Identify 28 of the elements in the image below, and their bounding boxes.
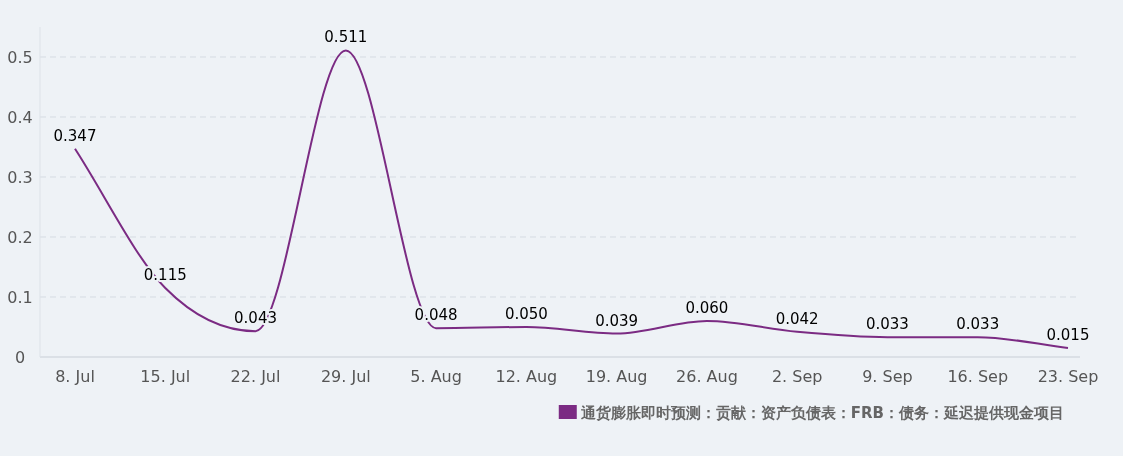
x-tick-label: 29. Jul [320,367,371,386]
data-label: 0.015 [1046,326,1090,344]
data-label: 0.039 [595,311,639,330]
y-tick-label: 0.5 [7,48,33,67]
x-tick-label: 16. Sep [947,367,1009,386]
y-tick-label: 0 [14,348,26,367]
x-tick-label: 23. Sep [1037,367,1099,386]
x-tick-label: 9. Sep [862,367,913,386]
y-tick-label: 0.1 [7,288,33,307]
x-tick-label: 22. Jul [230,367,281,386]
x-tick-label: 19. Aug [585,367,648,386]
y-tick-label: 0.2 [7,228,33,247]
x-tick-label: 15. Jul [140,367,191,386]
x-tick-label: 26. Aug [676,367,738,386]
data-label: 0.050 [504,305,548,323]
data-label: 0.042 [775,309,819,328]
x-tick-label: 12. Aug [495,367,558,386]
data-label: 0.511 [324,28,368,47]
data-label: 0.347 [53,126,97,145]
x-tick-label: 5. Aug [410,367,462,386]
data-label: 0.033 [956,315,1000,334]
y-tick-label: 0.4 [7,108,33,127]
data-label: 0.060 [685,299,729,317]
x-tick-label: 2. Sep [771,367,823,386]
y-tick-label: 0.3 [7,168,33,187]
x-tick-label: 8. Jul [55,367,95,386]
legend-label: 通货膨胀即时预测：贡献：资产负债表：FRB：债务：延迟提供现金项目 [579,404,1064,422]
data-label: 0.033 [865,315,909,334]
